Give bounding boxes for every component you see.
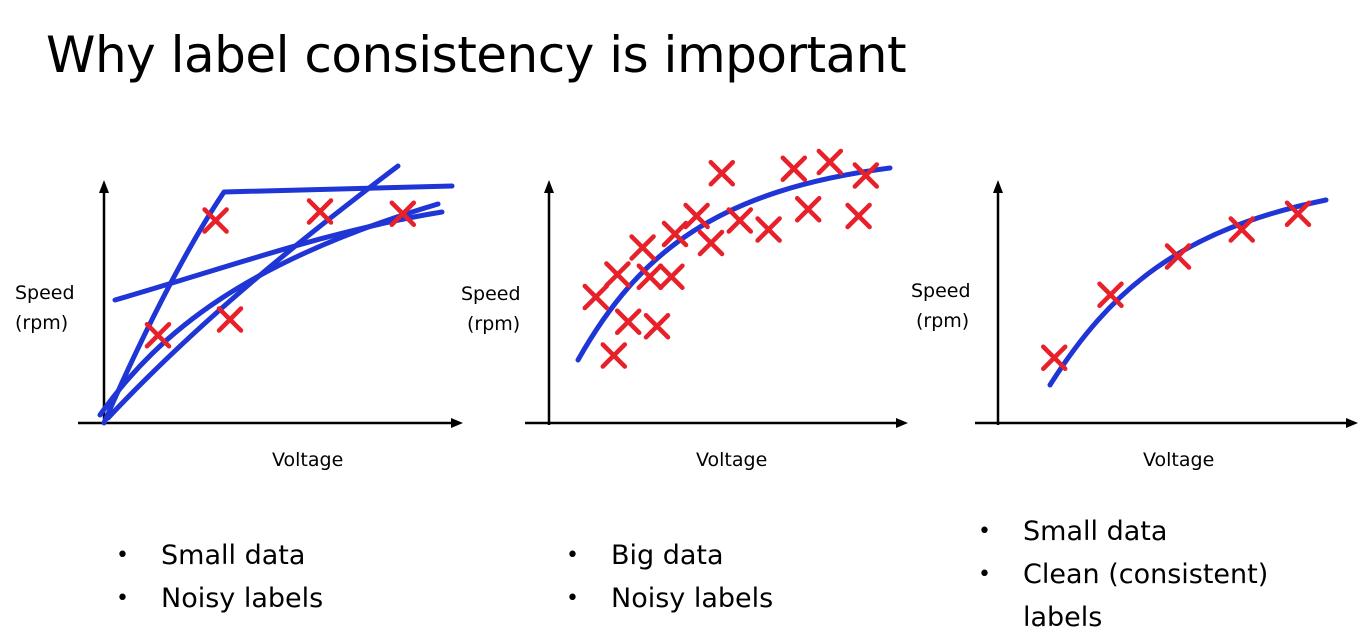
data-point <box>144 322 172 349</box>
data-points <box>582 148 880 369</box>
y-axis-arrow <box>99 180 109 193</box>
data-point <box>216 306 244 333</box>
data-point <box>306 198 334 225</box>
y-axis-label-line2: (rpm) <box>467 313 520 335</box>
data-point <box>816 148 844 176</box>
x-axis-label: Voltage <box>1143 449 1214 471</box>
data-point <box>697 229 725 257</box>
data-point <box>604 261 631 288</box>
bullet-item: Small data <box>116 534 323 577</box>
bullet-item: Small data <box>978 510 1308 553</box>
panel-2-bullets: Big data Noisy labels <box>566 534 773 620</box>
data-points <box>144 198 417 349</box>
data-point <box>614 308 642 335</box>
panel-1-bullets: Small data Noisy labels <box>116 534 323 620</box>
slide-title: Why label consistency is important <box>46 26 907 84</box>
data-point <box>389 200 417 227</box>
data-point <box>726 207 754 234</box>
data-point <box>708 160 736 187</box>
fit-curves <box>97 163 455 426</box>
data-point <box>1097 281 1124 308</box>
data-point <box>755 216 782 243</box>
y-axis-label-line2: (rpm) <box>916 310 969 332</box>
x-axis-arrow <box>1346 418 1358 428</box>
data-point <box>629 234 656 261</box>
data-point <box>1228 216 1255 243</box>
y-axis-arrow <box>544 180 554 193</box>
data-point <box>582 283 610 311</box>
x-axis-arrow <box>451 418 463 428</box>
panel-3-bullets: Small data Clean (consistent) labels <box>978 510 1308 639</box>
data-point <box>643 313 671 340</box>
data-point <box>1284 200 1312 227</box>
bullet-item: Clean (consistent) labels <box>978 553 1308 639</box>
y-axis-label-line1: Speed <box>15 282 75 304</box>
data-point <box>600 342 628 369</box>
data-point <box>794 196 822 223</box>
data-points <box>1041 200 1312 371</box>
data-point <box>852 162 880 189</box>
data-point <box>683 202 710 230</box>
data-point <box>780 155 808 182</box>
data-point <box>658 263 685 290</box>
y-axis-label-line1: Speed <box>461 283 521 305</box>
data-point <box>1164 243 1192 270</box>
y-axis-label-line1: Speed <box>911 280 971 302</box>
bullet-item: Big data <box>566 534 773 577</box>
x-axis-arrow <box>896 418 908 428</box>
x-axis-label: Voltage <box>272 449 343 471</box>
x-axis-label: Voltage <box>696 449 767 471</box>
data-point <box>202 207 229 234</box>
fit-curve <box>1047 197 1329 388</box>
data-point <box>636 263 664 290</box>
data-point <box>661 220 689 248</box>
fit-curve <box>575 165 893 363</box>
y-axis-label-line2: (rpm) <box>15 312 68 334</box>
bullet-item: Noisy labels <box>566 577 773 620</box>
data-point <box>1041 344 1068 371</box>
data-point <box>845 202 872 230</box>
fit-curve-diagonal <box>105 163 401 421</box>
bullet-item: Noisy labels <box>116 577 323 620</box>
y-axis-arrow <box>993 180 1003 193</box>
